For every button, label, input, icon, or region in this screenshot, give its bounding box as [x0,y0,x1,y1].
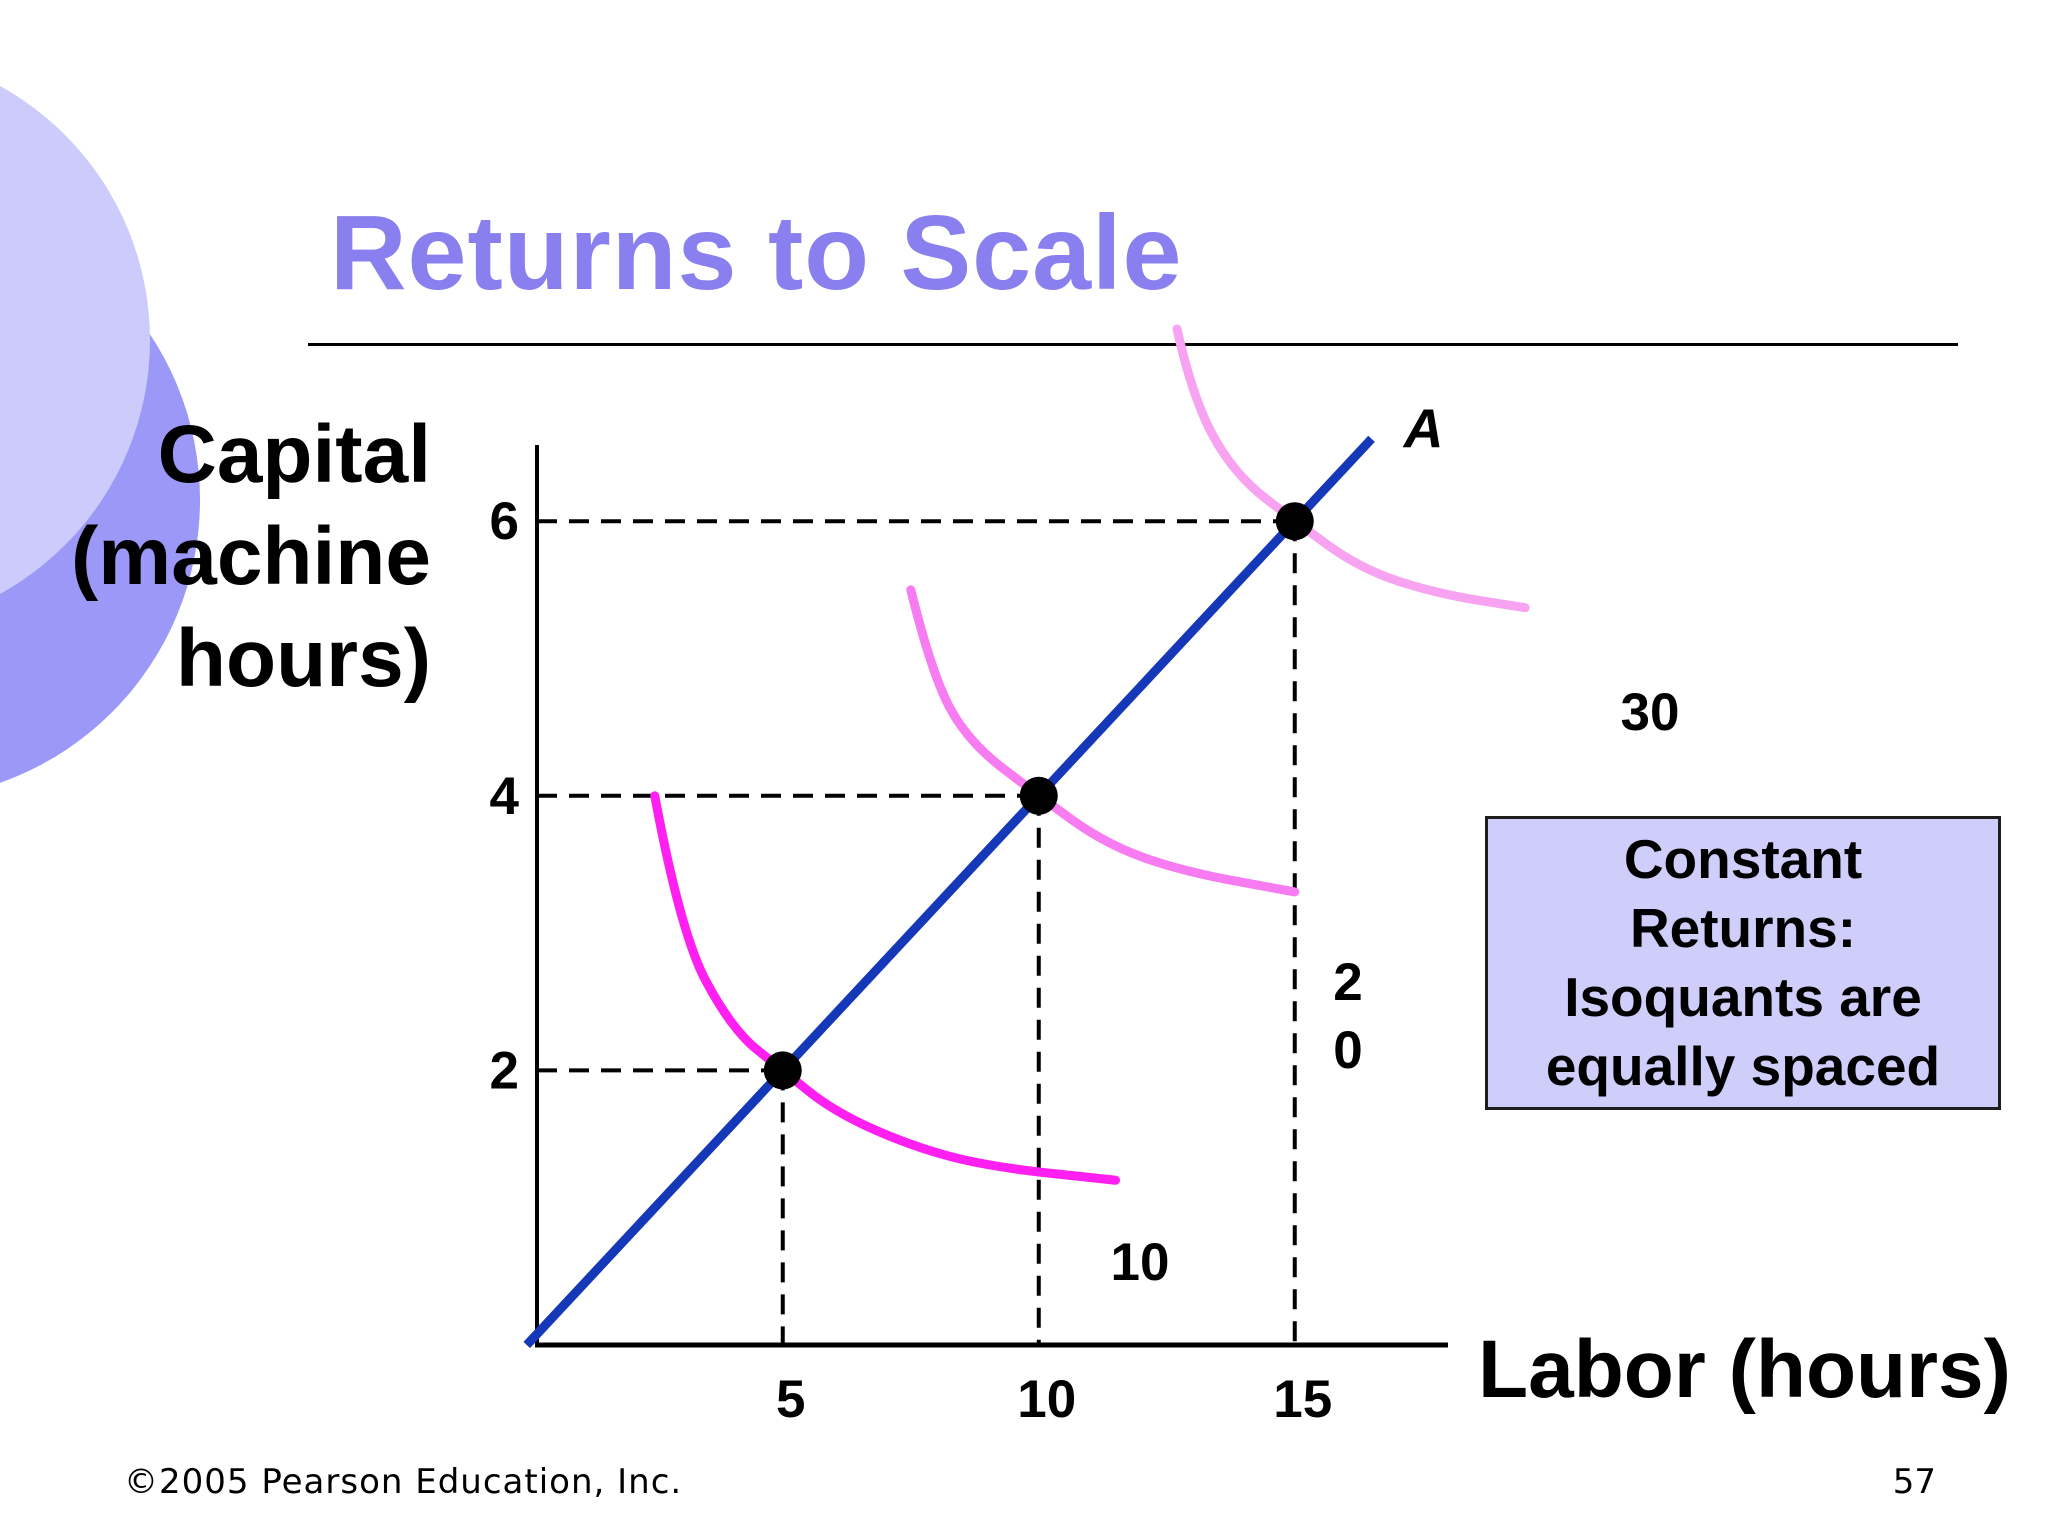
ray-label: A [1402,397,1444,459]
copyright-text: ©2005 Pearson Education, Inc. [124,1462,683,1502]
y-axis-label-line: hours) [175,613,431,704]
tangent-point [1019,776,1058,815]
isoquant-label: 2 [1333,953,1362,1012]
y-axis-label-line: (machine [71,511,431,602]
x-tick-label: 10 [1017,1370,1076,1429]
guide-lines [537,519,1297,1345]
slide-title: Returns to Scale [330,194,1183,312]
isoquant-label: 10 [1111,1233,1170,1292]
ray-line [523,435,1375,1349]
tangent-point [763,1051,802,1090]
axes [535,445,1448,1348]
y-tick-label: 6 [490,492,519,551]
callout-line: Returns: [1629,897,1857,959]
callout-line: Constant [1623,828,1863,890]
decor-circle-light [0,86,150,594]
y-axis-label: Capital (machine hours) [71,404,431,710]
expansion-path [523,435,1375,1349]
y-tick-label: 4 [490,767,520,826]
tangent-point [1275,502,1314,541]
x-tick-label: 15 [1273,1370,1332,1429]
slide-number: 57 [1892,1462,1936,1502]
isoquant-10 [650,791,1121,1185]
x-axis-label: Labor (hours) [1478,1324,2011,1415]
title-divider [308,343,1958,346]
y-tick-label: 2 [490,1041,519,1100]
y-axis-label-line: Capital [157,409,431,500]
callout-line: Isoquants are [1564,966,1922,1028]
callout-line: equally spaced [1545,1035,1941,1097]
isoquant-label: 30 [1621,683,1680,742]
isoquant-label: 0 [1333,1021,1362,1080]
x-tick-label: 5 [776,1370,805,1429]
isoquant-20 [906,585,1300,897]
constant-returns-callout: Constant Returns: Isoquants are equally … [1485,816,2001,1110]
isoquant-30 [1172,324,1530,613]
tangent-points [763,502,1314,1090]
